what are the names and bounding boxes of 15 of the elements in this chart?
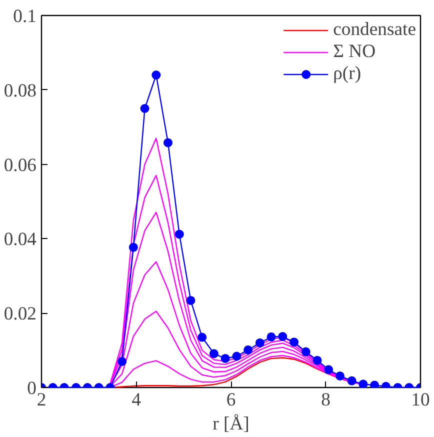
x-tick-label: 10 [411,390,430,410]
y-tick-label: 0.08 [4,80,37,102]
y-tick-label: 0.1 [13,6,37,27]
x-tick-label: 4 [132,390,142,410]
legend-label: ρ(r) [333,63,362,85]
x-tick-label: 6 [226,390,236,410]
legend-label: condensate [333,19,416,41]
x-tick-label: 8 [321,390,330,410]
y-tick-label: 0.04 [4,229,38,250]
y-tick-label: 0.06 [4,154,37,176]
legend-label: Σ NO [333,41,376,63]
y-tick-label: 0 [27,378,36,399]
x-axis-title: r [Å] [212,414,250,434]
x-tick-label: 2 [36,390,46,410]
y-tick-label: 0.02 [4,304,37,325]
